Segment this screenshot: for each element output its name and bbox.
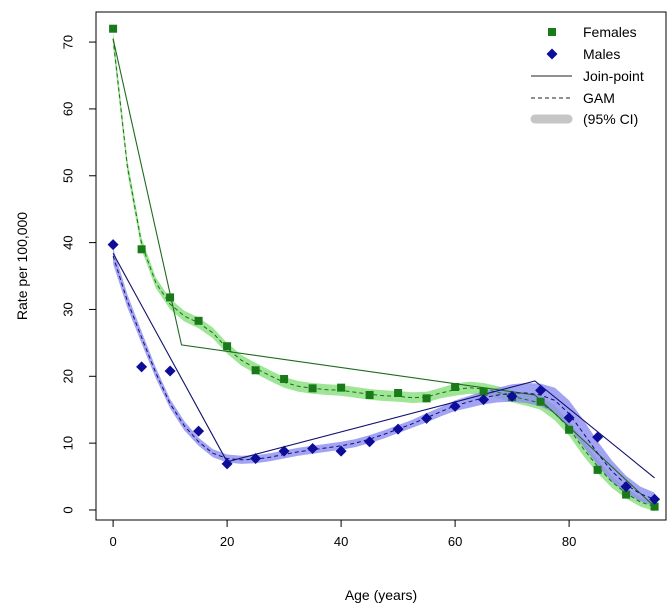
females-point bbox=[337, 383, 346, 392]
males-point bbox=[107, 239, 119, 251]
legend-label: Join-point bbox=[583, 68, 644, 84]
males-joinpoint-line bbox=[112, 253, 655, 479]
females-gam-line bbox=[112, 38, 655, 508]
females-point bbox=[422, 394, 431, 403]
legend-label: (95% CI) bbox=[583, 111, 638, 127]
x-tick-label: 0 bbox=[109, 534, 116, 549]
females-point bbox=[394, 389, 403, 397]
females-point bbox=[650, 502, 659, 511]
females-point bbox=[536, 397, 545, 406]
males-point bbox=[164, 365, 176, 377]
males-point bbox=[392, 423, 404, 435]
legend-label: GAM bbox=[583, 90, 615, 106]
males-point bbox=[193, 425, 205, 437]
females-point bbox=[565, 425, 574, 434]
females-joinpoint-line bbox=[112, 38, 655, 508]
females-point bbox=[194, 316, 203, 325]
males-point bbox=[478, 394, 490, 406]
x-tick-label: 20 bbox=[220, 534, 234, 549]
legend-label: Males bbox=[583, 46, 620, 62]
males-point bbox=[535, 384, 547, 396]
y-tick-label: 0 bbox=[61, 506, 76, 513]
plot-frame bbox=[95, 11, 667, 521]
males-point bbox=[563, 412, 575, 424]
females-point bbox=[593, 465, 602, 474]
y-tick-label: 40 bbox=[61, 235, 76, 249]
x-tick-label: 80 bbox=[562, 534, 576, 549]
fit-lines bbox=[112, 38, 655, 508]
data-points bbox=[107, 24, 661, 511]
females-point bbox=[308, 384, 317, 393]
females-point bbox=[365, 391, 374, 400]
legend-males-marker bbox=[546, 48, 558, 60]
males-point bbox=[506, 390, 518, 402]
males-point bbox=[592, 431, 604, 443]
females-point bbox=[251, 366, 260, 375]
females-point bbox=[622, 490, 631, 499]
males-point bbox=[335, 445, 347, 457]
males-point bbox=[449, 400, 461, 412]
axes: 0 20 40 60 80 0 10 20 30 40 50 60 70 bbox=[61, 35, 577, 549]
males-point bbox=[221, 458, 233, 470]
legend: Females Males Join-point GAM (95% CI) bbox=[530, 24, 644, 127]
x-axis-title: Age (years) bbox=[345, 587, 417, 603]
males-point bbox=[307, 442, 319, 454]
males-point bbox=[649, 493, 661, 505]
legend-label: Females bbox=[583, 24, 637, 40]
males-point bbox=[250, 453, 262, 465]
y-tick-label: 60 bbox=[61, 102, 76, 116]
females-point bbox=[166, 293, 175, 302]
females-point bbox=[109, 24, 118, 33]
y-axis-title: Rate per 100,000 bbox=[14, 212, 30, 320]
females-point bbox=[479, 387, 488, 396]
males-point bbox=[136, 361, 148, 373]
males-point bbox=[421, 412, 433, 424]
females-point bbox=[280, 374, 289, 383]
ci-bands bbox=[113, 30, 655, 512]
males-point bbox=[620, 481, 632, 493]
y-tick-label: 10 bbox=[61, 436, 76, 450]
males-point bbox=[278, 445, 290, 457]
y-tick-label: 50 bbox=[61, 169, 76, 183]
x-tick-label: 60 bbox=[448, 534, 462, 549]
y-tick-label: 20 bbox=[61, 369, 76, 383]
females-point bbox=[223, 342, 232, 351]
females-point bbox=[137, 245, 146, 254]
y-tick-label: 70 bbox=[61, 35, 76, 49]
legend-females-marker bbox=[548, 28, 556, 36]
males-point bbox=[364, 436, 376, 448]
x-tick-label: 40 bbox=[334, 534, 348, 549]
males-gam-line bbox=[112, 255, 655, 500]
y-tick-label: 30 bbox=[61, 302, 76, 316]
females-point bbox=[451, 382, 460, 391]
